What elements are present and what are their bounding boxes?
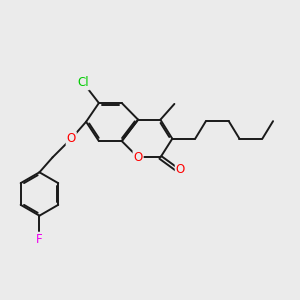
Text: O: O <box>134 151 143 164</box>
Text: Cl: Cl <box>77 76 89 89</box>
Text: O: O <box>67 132 76 145</box>
Text: F: F <box>36 233 43 246</box>
Text: O: O <box>176 163 185 176</box>
